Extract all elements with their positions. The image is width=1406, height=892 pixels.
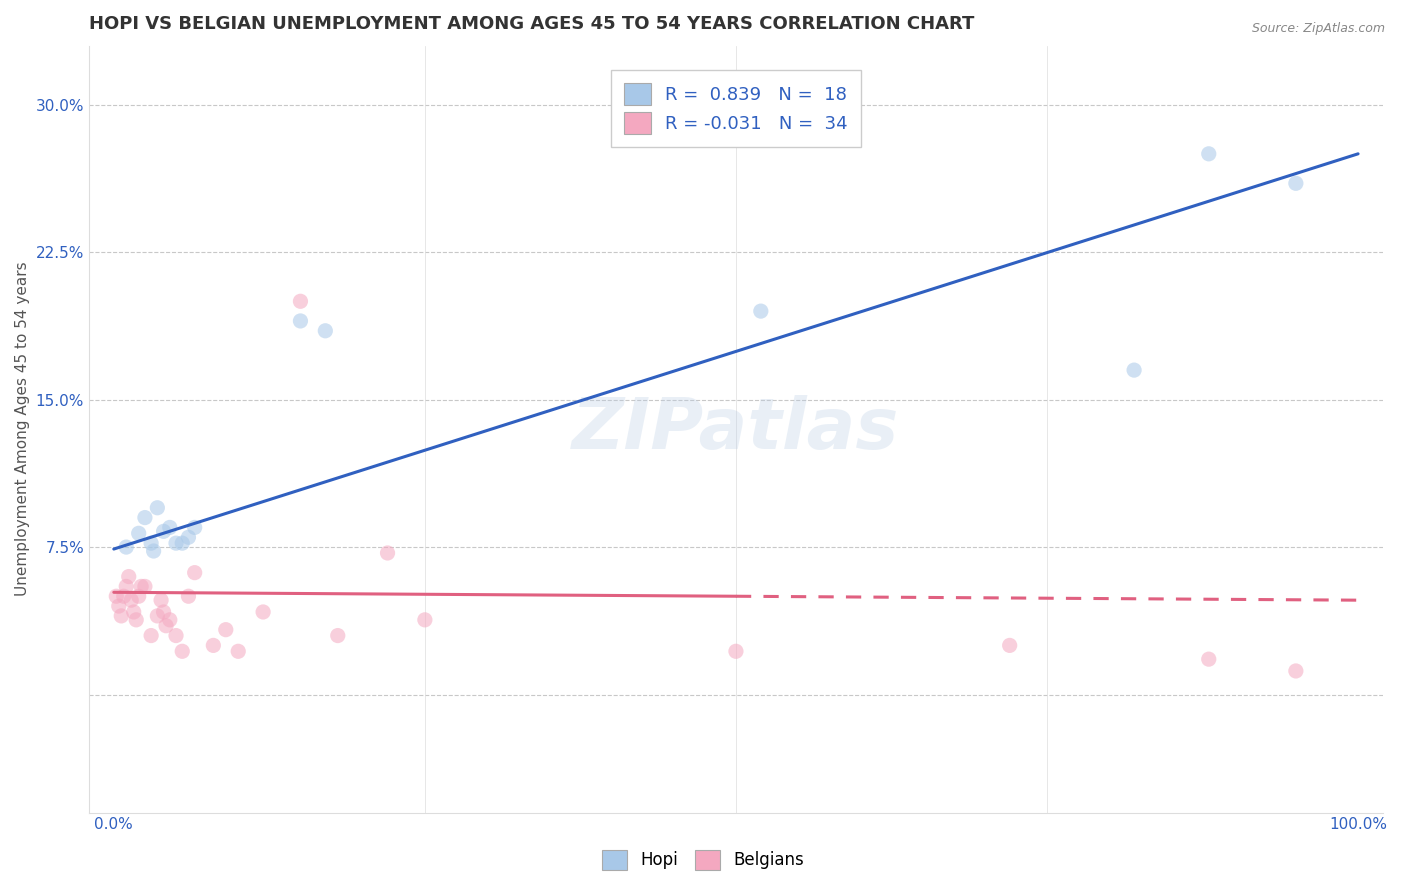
Point: [134, 579, 156, 593]
Point: [749, 304, 772, 318]
Point: [165, 536, 187, 550]
Point: [159, 613, 181, 627]
Legend: Hopi, Belgians: Hopi, Belgians: [595, 843, 811, 877]
Point: [1198, 652, 1220, 666]
Point: [146, 500, 169, 515]
Point: [202, 639, 225, 653]
Point: [146, 608, 169, 623]
Point: [724, 644, 747, 658]
Point: [183, 566, 205, 580]
Point: [134, 510, 156, 524]
Point: [326, 629, 349, 643]
Point: [155, 618, 177, 632]
Point: [172, 644, 194, 658]
Point: [1198, 146, 1220, 161]
Point: [115, 540, 138, 554]
Point: [112, 589, 135, 603]
Point: [115, 579, 138, 593]
Point: [314, 324, 336, 338]
Point: [215, 623, 238, 637]
Point: [120, 593, 142, 607]
Point: [290, 294, 312, 309]
Point: [150, 593, 173, 607]
Point: [172, 536, 194, 550]
Point: [998, 639, 1021, 653]
Point: [125, 613, 148, 627]
Legend: R =  0.839   N =  18, R = -0.031   N =  34: R = 0.839 N = 18, R = -0.031 N = 34: [612, 70, 860, 146]
Point: [177, 530, 200, 544]
Point: [290, 314, 312, 328]
Point: [128, 526, 150, 541]
Point: [252, 605, 274, 619]
Point: [152, 524, 174, 539]
Y-axis label: Unemployment Among Ages 45 to 54 years: Unemployment Among Ages 45 to 54 years: [15, 261, 30, 597]
Point: [142, 544, 165, 558]
Point: [110, 608, 132, 623]
Text: HOPI VS BELGIAN UNEMPLOYMENT AMONG AGES 45 TO 54 YEARS CORRELATION CHART: HOPI VS BELGIAN UNEMPLOYMENT AMONG AGES …: [89, 15, 974, 33]
Point: [129, 579, 152, 593]
Point: [1285, 664, 1308, 678]
Point: [128, 589, 150, 603]
Point: [159, 520, 181, 534]
Point: [107, 599, 129, 613]
Point: [1123, 363, 1146, 377]
Point: [226, 644, 249, 658]
Text: ZIPatlas: ZIPatlas: [572, 394, 900, 464]
Point: [165, 629, 187, 643]
Point: [105, 589, 128, 603]
Point: [139, 536, 162, 550]
Point: [118, 569, 141, 583]
Point: [183, 520, 205, 534]
Point: [139, 629, 162, 643]
Point: [152, 605, 174, 619]
Point: [1285, 177, 1308, 191]
Point: [122, 605, 145, 619]
Point: [177, 589, 200, 603]
Text: Source: ZipAtlas.com: Source: ZipAtlas.com: [1251, 22, 1385, 36]
Point: [413, 613, 436, 627]
Point: [377, 546, 399, 560]
